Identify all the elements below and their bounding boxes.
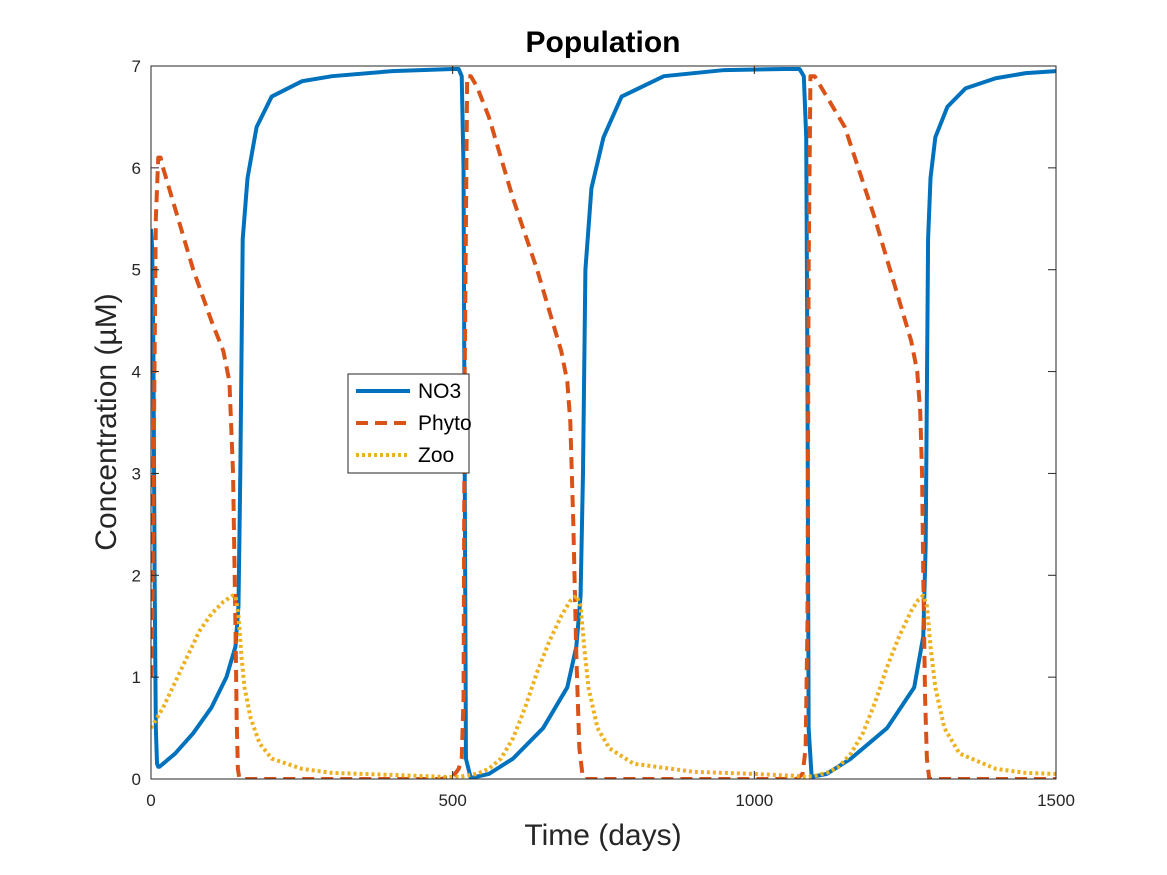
- series-line-phyto: [151, 74, 1056, 779]
- ticks-layer: 0 500 1000 1500 0 1 2 3 4 5 6 7: [132, 57, 1075, 810]
- y-tick-label: 1: [132, 668, 141, 687]
- y-tick-label: 6: [132, 159, 141, 178]
- y-tick-label: 0: [132, 770, 141, 789]
- legend-label-zoo: Zoo: [418, 444, 454, 467]
- plot-area: [151, 66, 1056, 779]
- x-tick-label: 0: [146, 791, 155, 810]
- y-tick-label: 5: [132, 261, 141, 280]
- y-tick-label: 2: [132, 566, 141, 585]
- x-tick-label: 1000: [735, 791, 773, 810]
- x-tick-label: 1500: [1037, 791, 1075, 810]
- y-tick-label: 7: [132, 57, 141, 76]
- chart-title: Population: [526, 26, 681, 59]
- axes-box: [150, 65, 1057, 780]
- legend-label-phyto: Phyto: [418, 412, 472, 435]
- y-axis-label: Concentration (µM): [90, 293, 123, 550]
- legend: NO3 Phyto Zoo: [347, 373, 472, 474]
- legend-label-no3: NO3: [418, 380, 461, 403]
- y-tick-label: 3: [132, 464, 141, 483]
- series-line-no3: [151, 67, 1056, 779]
- x-tick-label: 500: [438, 791, 466, 810]
- series-layer: [151, 67, 1056, 779]
- y-tick-label: 4: [132, 363, 141, 382]
- x-axis-label: Time (days): [524, 819, 681, 852]
